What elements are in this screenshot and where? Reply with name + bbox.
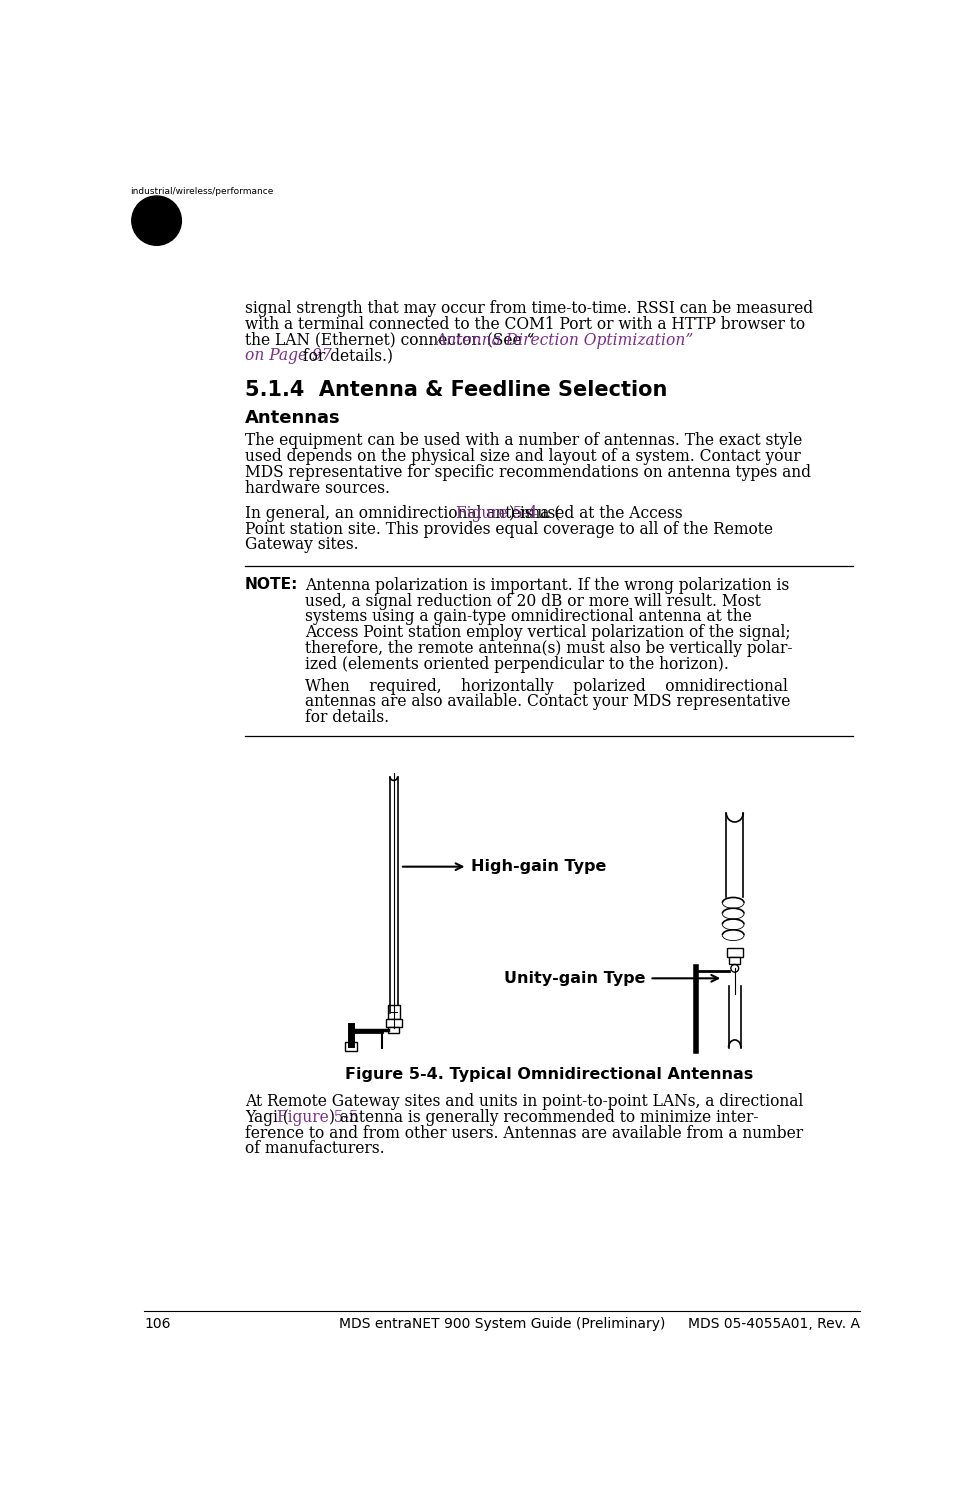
Text: Point station site. This provides equal coverage to all of the Remote: Point station site. This provides equal … (245, 521, 773, 537)
Text: Figure 5-4. Typical Omnidirectional Antennas: Figure 5-4. Typical Omnidirectional Ante… (345, 1067, 753, 1082)
Text: systems using a gain-type omnidirectional antenna at the: systems using a gain-type omnidirectiona… (306, 608, 753, 626)
FancyBboxPatch shape (727, 948, 743, 957)
Text: of manufacturers.: of manufacturers. (245, 1141, 384, 1157)
Text: The equipment can be used with a number of antennas. The exact style: The equipment can be used with a number … (245, 432, 803, 450)
Text: Antennas: Antennas (245, 409, 341, 427)
Text: MDS representative for specific recommendations on antenna types and: MDS representative for specific recommen… (245, 464, 810, 482)
FancyBboxPatch shape (387, 1005, 400, 1019)
Text: MDS: MDS (131, 211, 182, 230)
Text: Figure 5-5: Figure 5-5 (276, 1109, 359, 1126)
Text: Figure 5-4: Figure 5-4 (456, 504, 538, 522)
Text: for details.): for details.) (298, 348, 393, 364)
Text: ized (elements oriented perpendicular to the horizon).: ized (elements oriented perpendicular to… (306, 656, 729, 673)
Text: used depends on the physical size and layout of a system. Contact your: used depends on the physical size and la… (245, 448, 801, 465)
Text: for details.: for details. (306, 709, 389, 727)
Text: used, a signal reduction of 20 dB or more will result. Most: used, a signal reduction of 20 dB or mor… (306, 593, 761, 610)
Text: When    required,    horizontally    polarized    omnidirectional: When required, horizontally polarized om… (306, 677, 788, 695)
Text: ference to and from other users. Antennas are available from a number: ference to and from other users. Antenna… (245, 1124, 803, 1142)
Text: Yagi (: Yagi ( (245, 1109, 289, 1126)
Text: industrial/wireless/performance: industrial/wireless/performance (130, 187, 273, 196)
Text: At Remote Gateway sites and units in point-to-point LANs, a directional: At Remote Gateway sites and units in poi… (245, 1093, 804, 1111)
Text: ) is used at the Access: ) is used at the Access (509, 504, 682, 522)
Text: ) antenna is generally recommended to minimize inter-: ) antenna is generally recommended to mi… (329, 1109, 759, 1126)
Text: on Page 97: on Page 97 (245, 348, 331, 364)
Text: with a terminal connected to the COM1 Port or with a HTTP browser to: with a terminal connected to the COM1 Po… (245, 316, 806, 333)
Text: signal strength that may occur from time-to-time. RSSI can be measured: signal strength that may occur from time… (245, 299, 813, 318)
FancyBboxPatch shape (729, 957, 740, 965)
Circle shape (131, 196, 181, 245)
Text: Access Point station employ vertical polarization of the signal;: Access Point station employ vertical pol… (306, 625, 791, 641)
Text: In general, an omnidirectional antenna (: In general, an omnidirectional antenna ( (245, 504, 561, 522)
Text: antennas are also available. Contact your MDS representative: antennas are also available. Contact you… (306, 694, 791, 710)
Text: hardware sources.: hardware sources. (245, 480, 390, 497)
Text: the LAN (Ethernet) connector. (See “: the LAN (Ethernet) connector. (See “ (245, 331, 534, 349)
Text: Unity-gain Type: Unity-gain Type (504, 971, 646, 986)
Text: 5.1.4  Antenna & Feedline Selection: 5.1.4 Antenna & Feedline Selection (245, 381, 667, 400)
Text: Antenna Direction Optimization”: Antenna Direction Optimization” (435, 331, 693, 349)
FancyBboxPatch shape (345, 1043, 358, 1052)
Text: High-gain Type: High-gain Type (471, 859, 607, 874)
FancyBboxPatch shape (386, 1019, 402, 1026)
FancyBboxPatch shape (388, 1026, 399, 1032)
Text: 106: 106 (144, 1317, 171, 1330)
Text: therefore, the remote antenna(s) must also be vertically polar-: therefore, the remote antenna(s) must al… (306, 640, 793, 656)
Text: NOTE:: NOTE: (245, 576, 298, 591)
Text: MDS 05-4055A01, Rev. A: MDS 05-4055A01, Rev. A (688, 1317, 860, 1330)
Text: Antenna polarization is important. If the wrong polarization is: Antenna polarization is important. If th… (306, 576, 790, 594)
Text: MDS entraNET 900 System Guide (Preliminary): MDS entraNET 900 System Guide (Prelimina… (339, 1317, 665, 1330)
Text: Gateway sites.: Gateway sites. (245, 536, 359, 554)
